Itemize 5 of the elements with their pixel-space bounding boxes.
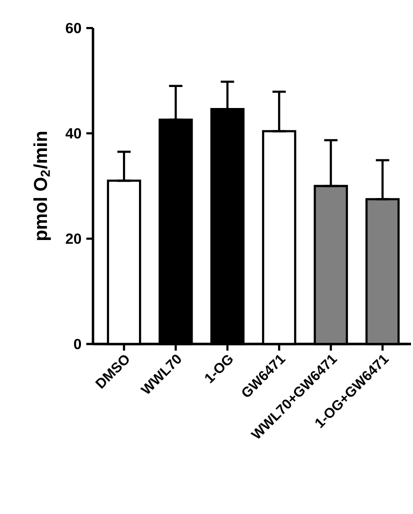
y-tick-label: 20: [66, 233, 82, 244]
y-axis-title: pmol O$_{2}$/min: [33, 132, 51, 240]
y-tick-label: 40: [66, 128, 82, 139]
y-tick-label: 60: [66, 22, 82, 34]
y-tick-label: 0: [74, 338, 82, 350]
